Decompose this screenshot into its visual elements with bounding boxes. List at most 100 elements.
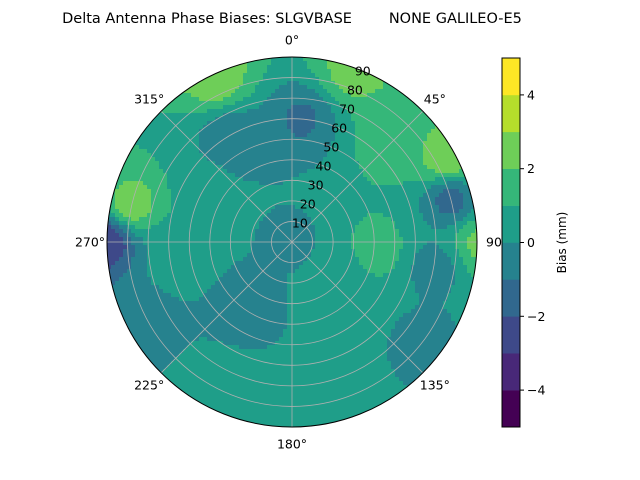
contour-cell [295, 117, 300, 122]
contour-cell [263, 265, 268, 270]
contour-cell [303, 245, 308, 250]
contour-cell [275, 205, 280, 210]
contour-cell [227, 133, 232, 138]
contour-cell [439, 145, 444, 150]
contour-cell [423, 281, 428, 286]
contour-cell [135, 277, 140, 282]
contour-cell [439, 249, 444, 254]
contour-cell [391, 297, 396, 302]
contour-cell [263, 229, 268, 234]
contour-cell [327, 245, 332, 250]
contour-cell [195, 89, 200, 94]
contour-cell [395, 205, 400, 210]
contour-cell [115, 281, 120, 286]
contour-cell [127, 185, 132, 190]
contour-cell [159, 121, 164, 126]
contour-cell [275, 261, 280, 266]
contour-cell [331, 101, 336, 106]
contour-cell [315, 197, 320, 202]
contour-cell [339, 165, 344, 170]
contour-cell [463, 205, 468, 210]
contour-cell [155, 269, 160, 274]
contour-cell [187, 225, 192, 230]
contour-cell [399, 165, 404, 170]
contour-cell [343, 81, 348, 86]
contour-cell [255, 277, 260, 282]
contour-cell [323, 301, 328, 306]
contour-cell [335, 57, 340, 62]
contour-cell [375, 293, 380, 298]
contour-cell [339, 249, 344, 254]
contour-cell [175, 101, 180, 106]
contour-cell [127, 197, 132, 202]
contour-cell [383, 113, 388, 118]
contour-cell [311, 65, 316, 70]
contour-cell [231, 265, 236, 270]
contour-cell [347, 137, 352, 142]
contour-cell [275, 249, 280, 254]
contour-cell [403, 217, 408, 222]
contour-cell [271, 265, 276, 270]
contour-cell [203, 145, 208, 150]
contour-cell [379, 229, 384, 234]
contour-cell [391, 277, 396, 282]
contour-cell [347, 141, 352, 146]
contour-cell [215, 281, 220, 286]
contour-cell [207, 201, 212, 206]
contour-cell [139, 149, 144, 154]
contour-cell [295, 161, 300, 166]
contour-cell [287, 193, 292, 198]
contour-cell [287, 173, 292, 178]
contour-cell [139, 169, 144, 174]
contour-cell [187, 249, 192, 254]
contour-cell [275, 209, 280, 214]
contour-cell [395, 137, 400, 142]
contour-cell [379, 301, 384, 306]
contour-cell [131, 253, 136, 258]
contour-cell [259, 81, 264, 86]
contour-cell [299, 137, 304, 142]
contour-cell [439, 217, 444, 222]
contour-cell [239, 77, 244, 82]
contour-cell [191, 101, 196, 106]
contour-cell [283, 165, 288, 170]
contour-cell [463, 185, 468, 190]
contour-cell [343, 85, 348, 90]
contour-cell [199, 117, 204, 122]
contour-cell [179, 245, 184, 250]
contour-cell [439, 233, 444, 238]
contour-cell [331, 185, 336, 190]
contour-cell [195, 165, 200, 170]
contour-cell [231, 241, 236, 246]
contour-cell [283, 277, 288, 282]
contour-cell [271, 233, 276, 238]
contour-cell [455, 225, 460, 230]
contour-cell [423, 189, 428, 194]
contour-cell [175, 97, 180, 102]
contour-cell [335, 161, 340, 166]
contour-cell [335, 65, 340, 70]
contour-cell [167, 217, 172, 222]
contour-cell [291, 245, 296, 250]
contour-cell [279, 149, 284, 154]
contour-cell [243, 293, 248, 298]
contour-cell [147, 297, 152, 302]
contour-cell [251, 93, 256, 98]
contour-cell [271, 85, 276, 90]
contour-cell [235, 141, 240, 146]
contour-cell [279, 289, 284, 294]
contour-cell [459, 277, 464, 282]
contour-cell [251, 289, 256, 294]
contour-cell [415, 165, 420, 170]
contour-cell [451, 153, 456, 158]
contour-cell [307, 217, 312, 222]
contour-cell [227, 157, 232, 162]
contour-cell [431, 141, 436, 146]
contour-cell [187, 193, 192, 198]
contour-cell [379, 237, 384, 242]
contour-cell [451, 213, 456, 218]
contour-cell [195, 293, 200, 298]
contour-cell [303, 237, 308, 242]
contour-cell [367, 89, 372, 94]
contour-cell [327, 281, 332, 286]
